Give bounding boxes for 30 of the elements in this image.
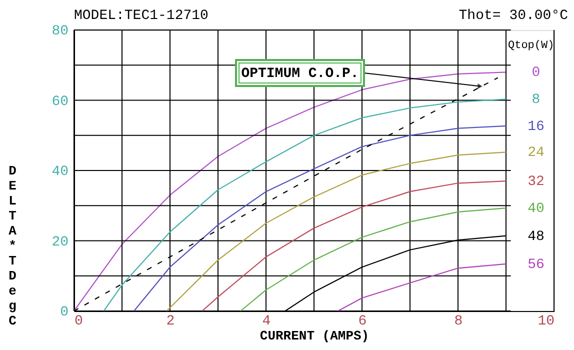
- x-tick-label: 0: [74, 314, 83, 330]
- text: DELTA*T Deg C: [8, 164, 16, 328]
- line-series: [166, 152, 507, 311]
- line-series: [103, 98, 507, 311]
- x-tick-label: 6: [358, 314, 367, 330]
- series-label: 40: [528, 201, 544, 218]
- series-label: 16: [528, 118, 544, 135]
- legend-title: Qtop(W): [508, 40, 554, 52]
- x-tick-label: 10: [538, 314, 554, 330]
- series-label: 56: [528, 256, 544, 273]
- y-tick-label: 60: [52, 94, 68, 110]
- line-series: [133, 125, 507, 311]
- y-tick-label: 40: [52, 164, 68, 180]
- x-tick-label: 8: [454, 314, 463, 330]
- line-series: [202, 180, 507, 311]
- series-label: 32: [528, 174, 544, 190]
- series-label: 0: [532, 65, 540, 82]
- chart-title: MODEL:TEC1-12710: [74, 8, 208, 24]
- text: Thot= 30.00°C: [458, 8, 568, 24]
- annotation: OPTIMUM C.O.P.: [241, 66, 359, 82]
- y-tick-label: 80: [52, 24, 68, 40]
- x-tick-label: 2: [166, 314, 175, 330]
- y-tick-label: 20: [52, 234, 68, 250]
- x-tick-label: 4: [262, 314, 271, 330]
- series-label: 8: [532, 92, 540, 108]
- series-label: 48: [528, 228, 544, 245]
- x-axis-title: CURRENT (AMPS): [260, 328, 370, 344]
- series-label: 24: [528, 145, 544, 162]
- line-series: [240, 208, 507, 311]
- line-series: [337, 263, 507, 311]
